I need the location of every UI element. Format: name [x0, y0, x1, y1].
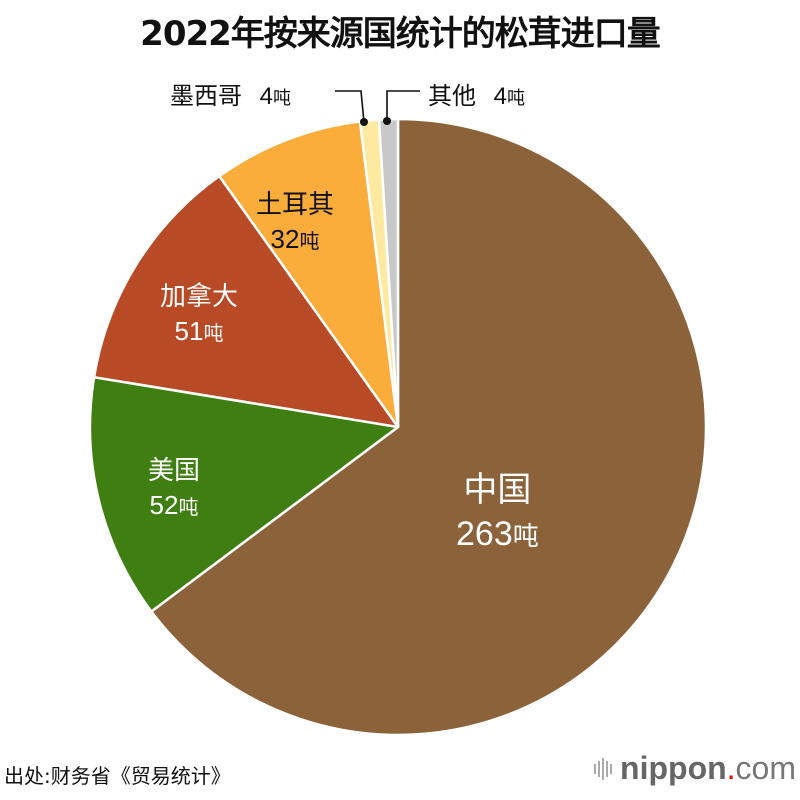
label-mexico: 墨西哥 4吨	[170, 82, 291, 110]
label-china: 中国 263吨	[456, 470, 539, 553]
label-turkey: 土耳其 32吨	[256, 190, 335, 254]
label-other: 其他 4吨	[428, 82, 525, 110]
pie-slice-3	[218, 120, 400, 429]
label-canada: 加拿大 51吨	[160, 282, 239, 346]
pie-slice-0	[150, 117, 708, 737]
pie-slice-2	[92, 174, 400, 429]
sound-bars-icon	[594, 757, 613, 780]
mexico-leader-line	[335, 90, 365, 123]
pie-slice-1	[88, 375, 400, 613]
nippon-logo: nippon. com	[594, 750, 796, 787]
chart-title: 2022年按来源国统计的松茸进口量	[140, 14, 661, 54]
mexico-leader-dot	[360, 118, 368, 126]
callout-leaders	[335, 90, 420, 126]
other-leader-dot	[383, 117, 391, 125]
source-note: 出处:财务省《贸易统计》	[4, 764, 231, 788]
label-usa: 美国 52吨	[148, 456, 201, 520]
other-leader-line	[386, 90, 420, 121]
